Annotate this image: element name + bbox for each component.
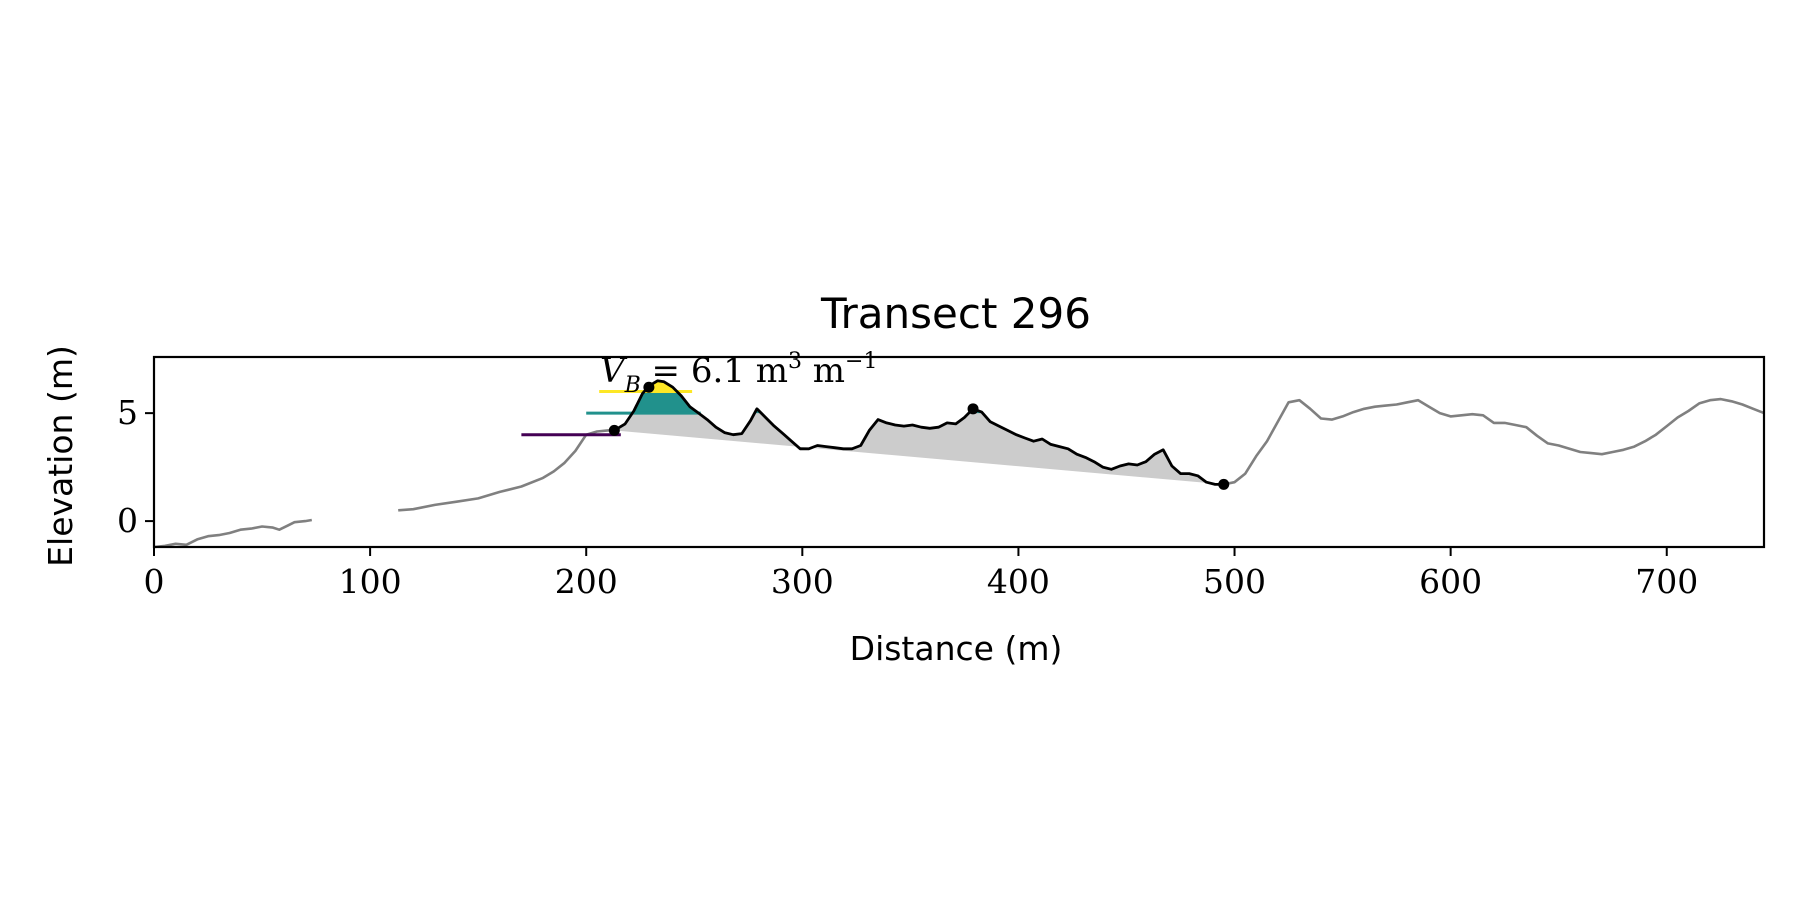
chart-title: Transect 296 bbox=[820, 289, 1091, 338]
y-tick-label: 0 bbox=[117, 501, 138, 540]
annotation-unit-sup: 3 bbox=[788, 349, 802, 374]
tick-layer: 0 100 200 300 400 500 600 700 0 5 bbox=[117, 393, 1698, 601]
y-tick-label: 5 bbox=[117, 393, 138, 432]
x-tick-label: 700 bbox=[1635, 562, 1698, 601]
profile-line-segment-1 bbox=[153, 518, 313, 549]
marker-point-4 bbox=[1218, 478, 1230, 490]
marker-point-1 bbox=[608, 424, 620, 436]
profile-line-segment-3 bbox=[1223, 397, 1765, 486]
annotation-unit-sup2: −1 bbox=[845, 349, 877, 374]
x-tick-label: 300 bbox=[771, 562, 834, 601]
x-tick-label: 600 bbox=[1419, 562, 1482, 601]
x-tick-label: 400 bbox=[987, 562, 1050, 601]
annotation-unit-tail: m bbox=[802, 351, 845, 391]
level-band-mid bbox=[614, 391, 1224, 414]
line-layer bbox=[153, 379, 1765, 549]
x-axis-label: Distance (m) bbox=[850, 629, 1063, 668]
marker-layer bbox=[608, 381, 1230, 490]
annotation-subscript: B bbox=[624, 373, 641, 398]
dune-profile-line bbox=[613, 379, 1224, 486]
x-tick-label: 200 bbox=[555, 562, 618, 601]
plot-frame bbox=[152, 355, 1766, 549]
marker-point-2 bbox=[643, 381, 655, 393]
y-axis-label: Elevation (m) bbox=[41, 345, 80, 567]
volume-fill bbox=[614, 380, 1224, 485]
marker-point-3 bbox=[967, 403, 979, 415]
x-tick-label: 500 bbox=[1203, 562, 1266, 601]
annotation-symbol: V bbox=[600, 351, 628, 391]
annotation-value: = 6.1 m bbox=[641, 351, 788, 391]
volume-annotation: VB = 6.1 m3 m−1 bbox=[600, 349, 877, 398]
x-tick-label: 0 bbox=[144, 562, 165, 601]
x-tick-label: 100 bbox=[339, 562, 402, 601]
profile-line-segment-2 bbox=[398, 429, 615, 512]
